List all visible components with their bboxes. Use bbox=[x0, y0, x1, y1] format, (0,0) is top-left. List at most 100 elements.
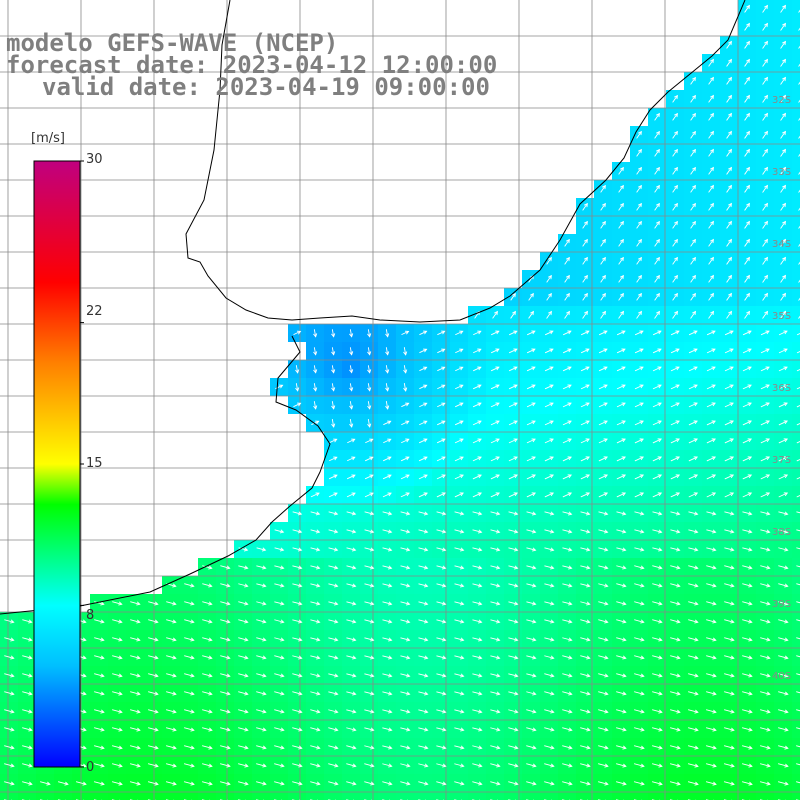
wind-arrow bbox=[580, 420, 590, 426]
wind-arrow bbox=[688, 511, 698, 515]
wind-arrow bbox=[22, 673, 32, 677]
wind-arrow bbox=[760, 547, 770, 551]
wind-arrow bbox=[382, 781, 392, 785]
wind-arrow-head bbox=[190, 709, 195, 714]
wind-arrow bbox=[328, 727, 338, 731]
wind-arrow-head bbox=[784, 547, 789, 552]
wind-arrow bbox=[798, 81, 800, 85]
wind-arrow-head bbox=[208, 601, 213, 606]
wind-arrow-head bbox=[728, 274, 732, 280]
wind-arrow bbox=[690, 293, 696, 301]
wind-arrow bbox=[4, 637, 14, 641]
wind-arrow-head bbox=[710, 274, 714, 280]
wind-arrow-head bbox=[334, 727, 339, 732]
wind-arrow bbox=[760, 438, 770, 444]
wind-arrow-head bbox=[694, 583, 699, 588]
wind-arrow bbox=[618, 311, 624, 319]
wind-arrow bbox=[670, 691, 680, 695]
wind-arrow-head bbox=[766, 619, 771, 624]
wind-arrow bbox=[93, 763, 105, 767]
wind-arrow bbox=[726, 221, 732, 229]
wind-arrow-head bbox=[728, 220, 732, 226]
wind-arrow-head bbox=[693, 438, 698, 443]
wind-arrow-head bbox=[404, 330, 410, 335]
wind-arrow bbox=[508, 348, 518, 354]
wind-arrow-head bbox=[478, 601, 483, 606]
wind-arrow bbox=[275, 384, 283, 390]
wind-arrow-head bbox=[423, 348, 428, 353]
wind-arrow bbox=[670, 438, 680, 444]
wind-arrow bbox=[562, 619, 572, 623]
wind-arrow bbox=[292, 637, 302, 641]
wind-arrow bbox=[708, 185, 714, 193]
wind-arrow-head bbox=[244, 565, 249, 570]
wind-arrow-head bbox=[244, 601, 249, 606]
wind-arrow bbox=[580, 691, 590, 695]
wind-arrow bbox=[403, 365, 407, 373]
wind-arrow bbox=[526, 330, 536, 336]
wind-arrow bbox=[616, 691, 626, 695]
wind-arrow-head bbox=[784, 709, 789, 714]
wind-arrow-head bbox=[334, 637, 339, 642]
wind-arrow-head bbox=[331, 369, 336, 374]
wind-arrow-head bbox=[405, 456, 410, 461]
wind-arrow bbox=[796, 691, 800, 694]
wind-arrow-head bbox=[675, 438, 680, 443]
wind-arrow-head bbox=[316, 637, 321, 642]
wind-arrow-head bbox=[783, 330, 788, 335]
wind-arrow bbox=[4, 763, 14, 767]
wind-arrow-head bbox=[782, 40, 786, 46]
wind-arrow-head bbox=[367, 423, 372, 428]
wind-arrow bbox=[654, 239, 660, 247]
wind-arrow bbox=[382, 691, 392, 695]
wind-arrow bbox=[724, 511, 734, 515]
wind-arrow bbox=[780, 275, 786, 283]
wind-arrow-head bbox=[784, 529, 789, 534]
wind-arrow-head bbox=[478, 691, 483, 696]
wind-arrow-head bbox=[764, 4, 768, 10]
colorbar-tick-15: 15 bbox=[86, 456, 103, 471]
wind-arrow-head bbox=[459, 438, 464, 443]
wind-arrow-head bbox=[638, 220, 642, 226]
wind-arrow bbox=[436, 727, 446, 731]
wind-arrow-head bbox=[64, 781, 69, 786]
wind-arrow-head bbox=[586, 691, 591, 696]
wind-arrow-head bbox=[477, 547, 483, 552]
wind-arrow bbox=[418, 565, 428, 569]
wind-arrow-head bbox=[387, 456, 392, 461]
wind-arrow-head bbox=[657, 384, 662, 389]
wind-arrow bbox=[490, 420, 500, 426]
wind-arrow-head bbox=[370, 601, 375, 606]
wind-arrow bbox=[652, 330, 662, 336]
wind-arrow-head bbox=[477, 529, 483, 534]
wind-arrow bbox=[311, 420, 319, 426]
wind-arrow-head bbox=[387, 529, 393, 534]
wind-arrow bbox=[690, 311, 696, 319]
wind-arrow bbox=[382, 637, 392, 641]
wind-arrow-head bbox=[728, 184, 732, 190]
wind-arrow bbox=[184, 619, 194, 623]
wind-arrow bbox=[690, 131, 696, 139]
wind-arrow bbox=[616, 619, 626, 623]
wind-arrow-head bbox=[118, 745, 123, 750]
wind-arrow bbox=[292, 511, 302, 515]
wind-arrow bbox=[349, 419, 353, 427]
wind-arrow-head bbox=[730, 529, 735, 534]
wind-arrow bbox=[562, 565, 572, 569]
wind-arrow bbox=[148, 601, 158, 605]
wind-arrow-head bbox=[585, 492, 591, 497]
wind-arrow-head bbox=[783, 456, 789, 461]
wind-arrow-head bbox=[531, 492, 537, 497]
wind-arrow-head bbox=[674, 256, 678, 262]
wind-arrow bbox=[526, 366, 536, 372]
wind-arrow bbox=[651, 745, 663, 749]
wind-arrow bbox=[364, 619, 374, 623]
wind-arrow-head bbox=[621, 492, 627, 497]
wind-arrow-head bbox=[585, 366, 590, 371]
wind-arrow bbox=[672, 257, 678, 265]
wind-arrow bbox=[726, 275, 732, 283]
wind-arrow bbox=[798, 171, 800, 175]
wind-arrow bbox=[328, 492, 338, 498]
wind-speed-cell bbox=[306, 792, 324, 800]
